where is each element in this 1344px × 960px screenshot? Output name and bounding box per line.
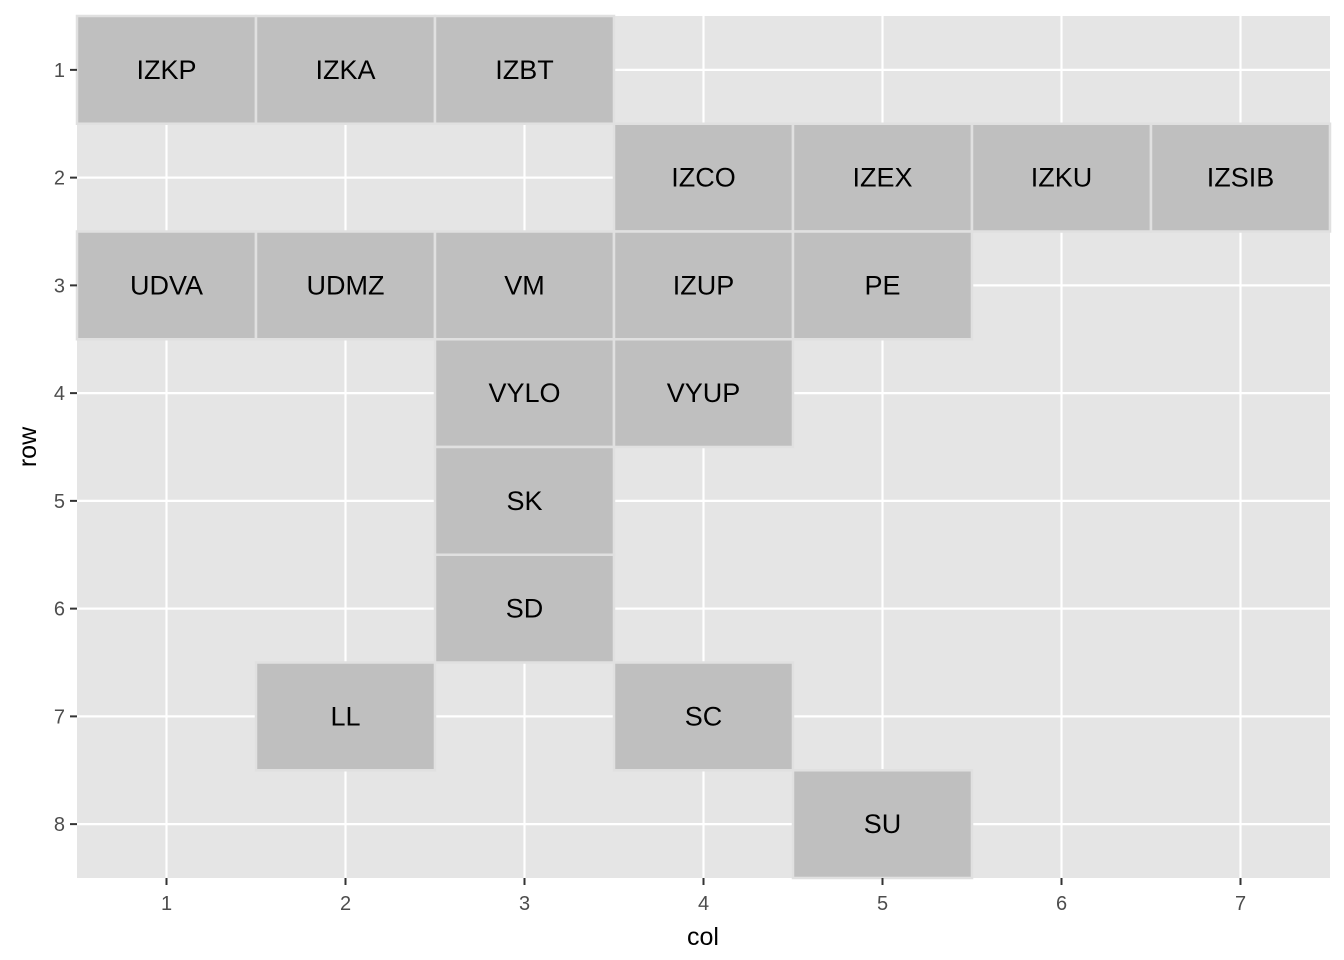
tile-rect — [433, 14, 616, 125]
tile-rect — [254, 661, 437, 772]
tile: UDVA — [75, 230, 258, 341]
tile: IZKU — [970, 122, 1153, 233]
tile-label: VYLO — [488, 378, 560, 408]
tile-label: UDVA — [130, 270, 203, 300]
tile-label: IZUP — [673, 270, 735, 300]
tile-label: LL — [330, 701, 360, 731]
x-tick-label: 6 — [1056, 893, 1067, 915]
y-tick-label: 7 — [54, 706, 65, 728]
tile-rect — [612, 661, 795, 772]
tile: VYUP — [612, 338, 795, 449]
tile-label: IZKA — [315, 55, 375, 85]
tile-label: IZSIB — [1207, 163, 1275, 193]
tile: VM — [433, 230, 616, 341]
x-axis-title: col — [687, 923, 719, 951]
tile-rect — [254, 230, 437, 341]
tile-rect — [791, 122, 974, 233]
tile-label: IZKU — [1031, 163, 1093, 193]
x-tick-label: 4 — [698, 893, 709, 915]
tile-rect — [612, 338, 795, 449]
tile: VYLO — [433, 338, 616, 449]
tile: SD — [433, 553, 616, 664]
tile: PE — [791, 230, 974, 341]
tile-label: IZKP — [136, 55, 196, 85]
tile: IZBT — [433, 14, 616, 125]
y-tick-label: 5 — [54, 491, 65, 513]
tile-rect — [970, 122, 1153, 233]
tile-label: IZEX — [852, 163, 912, 193]
tile-label: VM — [504, 270, 545, 300]
tile-label: IZBT — [495, 55, 554, 85]
tile: SC — [612, 661, 795, 772]
y-axis-title: row — [14, 426, 42, 467]
tile-rect — [433, 445, 616, 556]
x-tick-label: 3 — [519, 893, 530, 915]
tile-rect — [791, 769, 974, 880]
tile-rect — [791, 230, 974, 341]
y-tick-label: 3 — [54, 275, 65, 297]
tile-label: VYUP — [667, 378, 741, 408]
tile-label: PE — [864, 270, 900, 300]
tile: LL — [254, 661, 437, 772]
tile: IZUP — [612, 230, 795, 341]
tile-label: SU — [864, 809, 902, 839]
tile: IZEX — [791, 122, 974, 233]
x-tick-label: 1 — [161, 893, 172, 915]
tile-rect — [1149, 122, 1332, 233]
tile: IZSIB — [1149, 122, 1332, 233]
x-tick-label: 5 — [877, 893, 888, 915]
tile: SK — [433, 445, 616, 556]
x-axis: 1 2 3 4 5 6 7 — [161, 878, 1246, 915]
tile: IZCO — [612, 122, 795, 233]
y-axis: 1 2 3 4 5 6 7 8 — [54, 60, 77, 836]
y-tick-label: 2 — [54, 168, 65, 190]
tile: SU — [791, 769, 974, 880]
tile: IZKP — [75, 14, 258, 125]
tiles-layer: IZKP IZKA IZBT IZCO IZEX IZKU IZSIB UDVA UDMZ VM I… — [75, 14, 1332, 880]
tile-rect — [612, 122, 795, 233]
tile-label: SD — [506, 594, 544, 624]
tile: IZKA — [254, 14, 437, 125]
tile-label: IZCO — [671, 163, 736, 193]
tile-rect — [433, 553, 616, 664]
tile-label: SK — [506, 486, 542, 516]
y-tick-label: 8 — [54, 814, 65, 836]
y-tick-label: 4 — [54, 383, 65, 405]
x-tick-label: 7 — [1235, 893, 1246, 915]
y-tick-label: 6 — [54, 599, 65, 621]
y-tick-label: 1 — [54, 60, 65, 82]
tile-label: UDMZ — [307, 270, 385, 300]
x-tick-label: 2 — [340, 893, 351, 915]
tile-label: SC — [685, 701, 723, 731]
tile: UDMZ — [254, 230, 437, 341]
